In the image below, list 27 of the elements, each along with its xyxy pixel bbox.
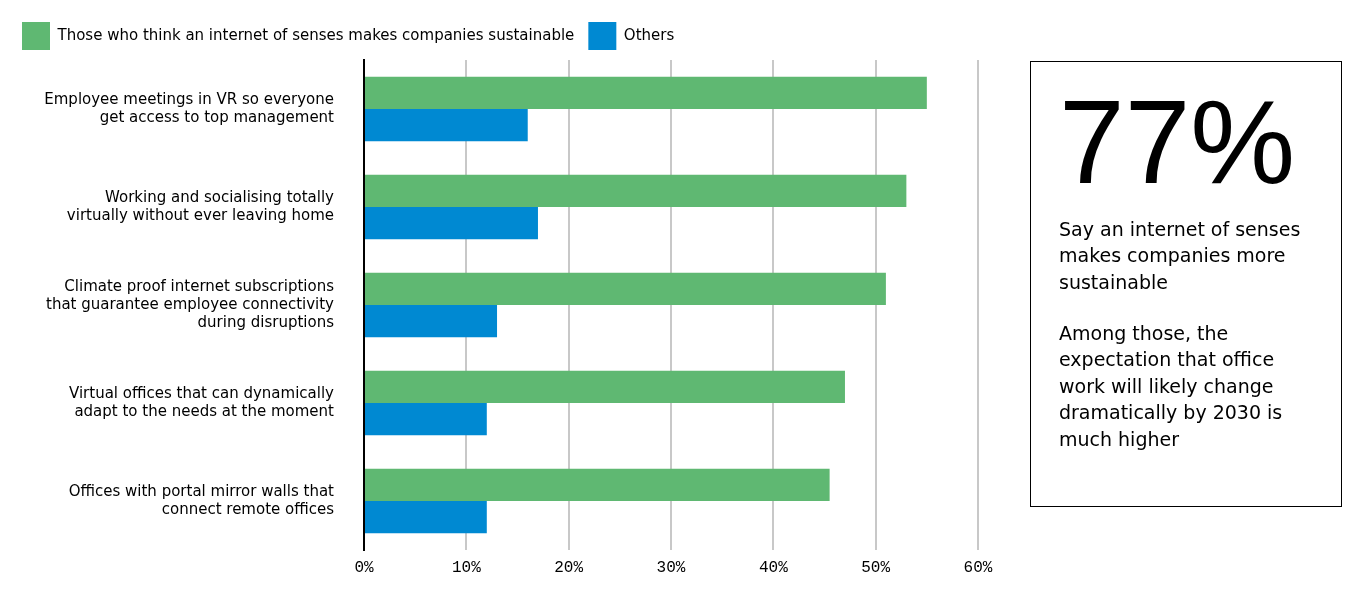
y-tick-label: Employee meetings in VR so everyone get access to top management <box>44 89 335 126</box>
bar <box>365 305 498 338</box>
x-tick-label: 0% <box>354 558 374 577</box>
y-tick-label: Virtual offices that can dynamically adapt to the needs at the moment <box>69 383 335 420</box>
x-tick-label: 20% <box>554 558 584 577</box>
x-tick-label: 30% <box>656 558 686 577</box>
text: Among those, the expectation that office work will likely change dramatically by 2030 is much higher <box>1059 320 1284 452</box>
x-tick-label: 40% <box>758 558 789 577</box>
y-tick-label: Working and socialising totally virtually without ever leaving home <box>66 187 335 224</box>
bar <box>365 403 487 436</box>
bar <box>365 207 538 240</box>
x-tick-label: 60% <box>963 558 993 577</box>
legend-label: Those who think an internet of senses makes companies sustainable <box>56 25 575 44</box>
bar <box>365 501 487 534</box>
y-tick-label: Offices with portal mirror walls that connect remote offices <box>68 481 335 518</box>
bar <box>365 76 927 109</box>
text: 77% <box>1059 76 1297 208</box>
bar <box>365 468 830 501</box>
legend-label: Others <box>623 25 675 44</box>
bar <box>365 109 528 142</box>
x-tick-label: 50% <box>861 558 891 577</box>
x-tick-label: 10% <box>451 558 482 577</box>
text: Say an internet of senses makes companies more sustainable <box>1059 216 1302 295</box>
bar <box>365 272 886 305</box>
bar <box>365 174 907 207</box>
bar <box>365 370 845 403</box>
y-tick-label: Climate proof internet subscriptions that guarantee employee connectivity during disruptions <box>46 276 335 331</box>
